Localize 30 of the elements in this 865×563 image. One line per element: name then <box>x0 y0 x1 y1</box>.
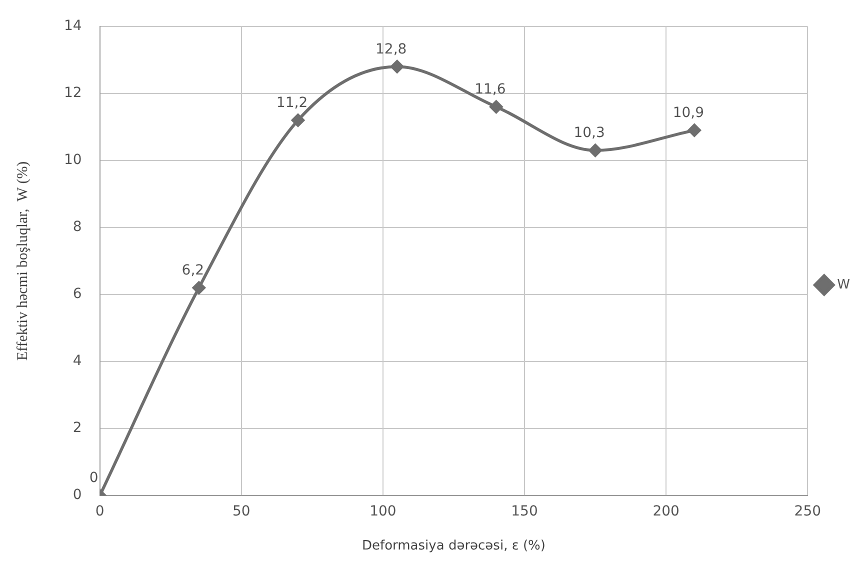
data-label: 6,2 <box>182 262 204 278</box>
y-tick-label: 0 <box>72 487 82 504</box>
legend-label: W <box>837 277 850 292</box>
data-label: 11,2 <box>276 94 308 111</box>
point <box>588 144 602 157</box>
y-axis-title: Effektiv həcmi boşluqlar, W (%) <box>14 161 31 361</box>
data-label: 10,3 <box>574 125 605 142</box>
data-label: 10,9 <box>672 104 704 121</box>
point <box>192 281 206 294</box>
point <box>292 114 305 127</box>
x-axis-title: Deformasiya dərəcəsi, ε (%) <box>362 538 546 554</box>
x-tick-label: 200 <box>652 504 680 520</box>
data-label: 11,6 <box>474 81 506 98</box>
x-tick-label: 150 <box>511 504 538 520</box>
data-label: 12,8 <box>376 41 407 58</box>
x-tick-label: 50 <box>232 504 250 520</box>
y-tick-label: 2 <box>72 420 82 436</box>
x-tick-label: 0 <box>95 504 104 520</box>
y-tick-label: 8 <box>72 219 82 236</box>
y-tick-label: 12 <box>64 85 82 102</box>
y-tick-label: 14 <box>64 18 82 34</box>
point <box>688 124 701 137</box>
point <box>390 60 404 74</box>
y-tick-label: 4 <box>72 353 82 370</box>
data-label: 0 <box>89 470 98 486</box>
x-tick-label: 100 <box>370 504 396 520</box>
x-tick-label: 250 <box>794 504 822 520</box>
point <box>490 100 503 114</box>
y-tick-label: 10 <box>64 152 82 168</box>
y-tick-label: 6 <box>72 286 82 302</box>
